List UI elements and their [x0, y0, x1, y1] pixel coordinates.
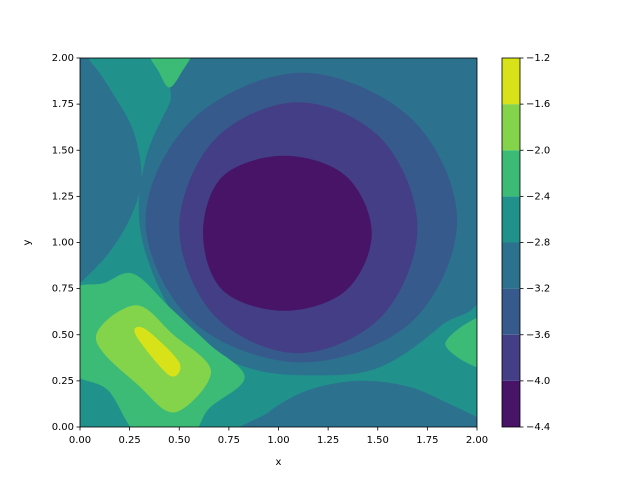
x-tick-label: 0.25 — [118, 435, 140, 446]
colorbar-tick-label: −1.6 — [526, 99, 550, 110]
colorbar-tick-label: −2.4 — [526, 191, 550, 202]
plot-area — [80, 58, 477, 427]
colorbar-band — [502, 288, 520, 335]
y-tick-label: 1.25 — [52, 191, 74, 202]
x-tick-label: 1.50 — [367, 435, 389, 446]
contour-region — [240, 380, 477, 427]
colorbar-band — [502, 150, 520, 197]
y-tick-label: 0.25 — [52, 376, 74, 387]
contour-region — [203, 155, 372, 311]
colorbar-band — [502, 334, 520, 381]
colorbar-tick-label: −3.2 — [526, 284, 550, 295]
colorbar-band — [502, 104, 520, 151]
colorbar-tick-label: −2.8 — [526, 238, 550, 249]
colorbar-band — [502, 196, 520, 243]
y-tick-label: 0.00 — [52, 422, 74, 433]
y-tick-label: 1.75 — [52, 99, 74, 110]
colorbar-tick-label: −4.4 — [526, 422, 550, 433]
contour-region — [150, 58, 191, 88]
y-tick-label: 0.75 — [52, 284, 74, 295]
colorbar-tick-label: −2.0 — [526, 145, 550, 156]
x-tick-label: 1.75 — [416, 435, 438, 446]
y-axis-label: y — [22, 239, 33, 245]
y-tick-label: 0.50 — [52, 330, 74, 341]
colorbar-tick-label: −3.6 — [526, 330, 550, 341]
colorbar-band — [502, 58, 520, 105]
colorbar-tick-label: −1.2 — [526, 53, 550, 64]
y-tick-label: 1.00 — [52, 238, 74, 249]
x-tick-label: 0.50 — [168, 435, 190, 446]
x-tick-label: 0.75 — [218, 435, 240, 446]
contour-region — [134, 326, 181, 377]
contour-region — [80, 58, 142, 284]
colorbar-band — [502, 242, 520, 289]
x-tick-label: 1.25 — [317, 435, 339, 446]
colorbar-tick-label: −4.0 — [526, 376, 550, 387]
x-tick-label: 1.00 — [267, 435, 289, 446]
x-tick-label: 2.00 — [466, 435, 488, 446]
colorbar-band — [502, 380, 520, 427]
contour-region — [445, 317, 477, 368]
x-tick-label: 0.00 — [69, 435, 91, 446]
y-tick-label: 2.00 — [52, 53, 74, 64]
y-tick-label: 1.50 — [52, 145, 74, 156]
x-axis-label: x — [276, 457, 282, 468]
